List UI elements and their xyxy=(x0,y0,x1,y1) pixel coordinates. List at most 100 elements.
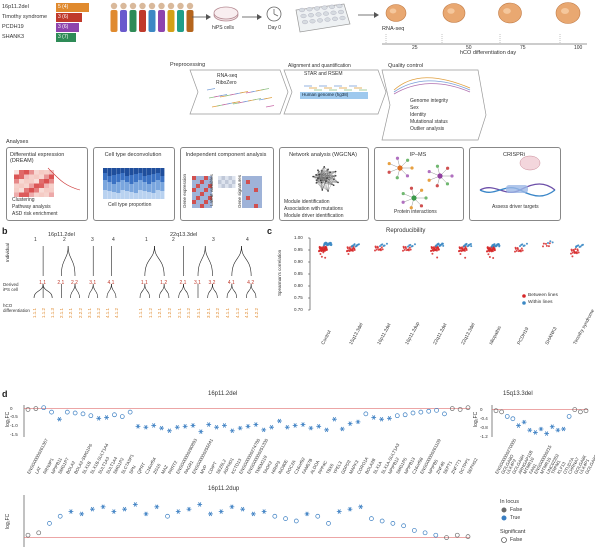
deconv-segment xyxy=(111,192,116,199)
individual-id: 3 xyxy=(91,237,94,243)
c-ytick-label: 0.75 xyxy=(294,295,303,300)
deconv-segment xyxy=(155,173,160,180)
heatmap-cell xyxy=(44,192,49,197)
between-point xyxy=(431,252,434,255)
well xyxy=(300,13,307,19)
network-edge xyxy=(319,174,334,186)
ica-cell xyxy=(254,204,258,208)
tree-branch xyxy=(139,283,146,299)
network-edge xyxy=(313,176,319,179)
person-head xyxy=(120,2,127,10)
between-point xyxy=(404,246,407,249)
ica-cell xyxy=(250,204,254,208)
ica-cell xyxy=(258,192,262,196)
hco-id: 2.1.2 xyxy=(186,307,192,318)
deconv-segment xyxy=(147,184,152,192)
lfc-significant-mark xyxy=(219,509,223,514)
between-point xyxy=(348,246,351,249)
ica-cell xyxy=(258,204,262,208)
organoid-highlight xyxy=(503,8,511,14)
d-top-left-title: 16p11.2del xyxy=(208,391,238,397)
lfc-significant-mark xyxy=(262,509,266,514)
heatmap-cell xyxy=(19,170,24,175)
ica-cell xyxy=(242,200,246,204)
read-segment xyxy=(218,94,228,97)
ica-cell xyxy=(254,192,258,196)
between-point xyxy=(432,248,434,251)
lfc-significant-mark xyxy=(561,426,566,432)
legend-false: False xyxy=(510,507,523,513)
network-node xyxy=(318,173,320,176)
row-label-individual: Individual xyxy=(5,242,10,262)
lfc-point xyxy=(25,407,31,412)
lfc-point xyxy=(272,513,278,519)
lfc-point xyxy=(504,414,510,419)
organoids-illustration xyxy=(385,2,581,24)
lfc-point xyxy=(326,521,331,526)
d-ytick-label: -1.5 xyxy=(10,432,18,438)
between-point xyxy=(403,248,406,251)
network-edge xyxy=(315,166,325,175)
deconv-segment xyxy=(160,168,165,176)
deconv-segment xyxy=(147,192,152,199)
hco-id: 1.2.1 xyxy=(157,307,163,318)
hco-id: 1.1.3 xyxy=(50,307,56,318)
individual-id: 4 xyxy=(112,237,115,243)
network-edge xyxy=(333,179,339,183)
person-body xyxy=(158,10,165,32)
ica-cell xyxy=(192,180,196,184)
within-point xyxy=(575,245,578,248)
lfc-significant-mark xyxy=(270,424,274,430)
ips-id: 1.1 xyxy=(140,280,148,286)
ipms-protein xyxy=(435,184,439,188)
qc-curves xyxy=(393,77,471,95)
well xyxy=(339,15,346,21)
lfc-point xyxy=(119,414,125,419)
legend-within-dot xyxy=(522,301,526,305)
ica-cell xyxy=(192,192,196,196)
heatmap-cell xyxy=(29,188,34,193)
lfc-significant-mark xyxy=(337,509,341,514)
ica-cell xyxy=(254,180,258,184)
network-edge xyxy=(317,178,334,180)
heatmap-cell xyxy=(34,174,39,179)
heatmap-cell xyxy=(24,174,29,179)
panel-b-trees xyxy=(33,245,257,299)
lfc-significant-mark xyxy=(262,427,266,433)
heatmap-cell xyxy=(49,170,54,175)
ica-cell xyxy=(250,196,254,200)
qc-item: Genome integrity xyxy=(410,98,449,104)
organoid-highlight xyxy=(447,8,455,14)
between-point xyxy=(487,253,490,256)
ica-cell xyxy=(196,176,200,180)
d-ylabel: log₂FC xyxy=(473,411,479,427)
ica-cell xyxy=(208,184,212,188)
row-label-ips: Derived iPS cell xyxy=(3,282,19,292)
lfc-significant-mark xyxy=(175,424,179,430)
ica-cell xyxy=(250,188,254,192)
between-point xyxy=(346,249,349,252)
network-node xyxy=(320,181,323,184)
lfc-point xyxy=(369,516,374,521)
panel-b-label: b xyxy=(2,226,8,236)
ica-axis-label: Latent variables xyxy=(209,174,214,206)
deconv-segment xyxy=(138,173,143,180)
person-head xyxy=(148,2,156,10)
ica-cell xyxy=(246,204,250,208)
lfc-point xyxy=(25,532,31,538)
ica-cell xyxy=(250,180,254,184)
deconv-segment xyxy=(155,168,160,173)
ica-cell xyxy=(196,180,200,184)
within-point xyxy=(385,242,388,245)
network-node xyxy=(333,178,335,180)
qc-item: Sex xyxy=(410,105,419,111)
analysis-item: Module driver identification xyxy=(284,213,344,219)
lfc-significant-mark xyxy=(123,506,127,512)
between-point xyxy=(376,245,379,248)
network-edge xyxy=(313,176,321,181)
lfc-significant-mark xyxy=(356,419,360,425)
ica-cell xyxy=(208,176,212,180)
within-point xyxy=(442,244,445,247)
lfc-point xyxy=(401,523,406,529)
lfc-significant-mark xyxy=(387,416,391,421)
